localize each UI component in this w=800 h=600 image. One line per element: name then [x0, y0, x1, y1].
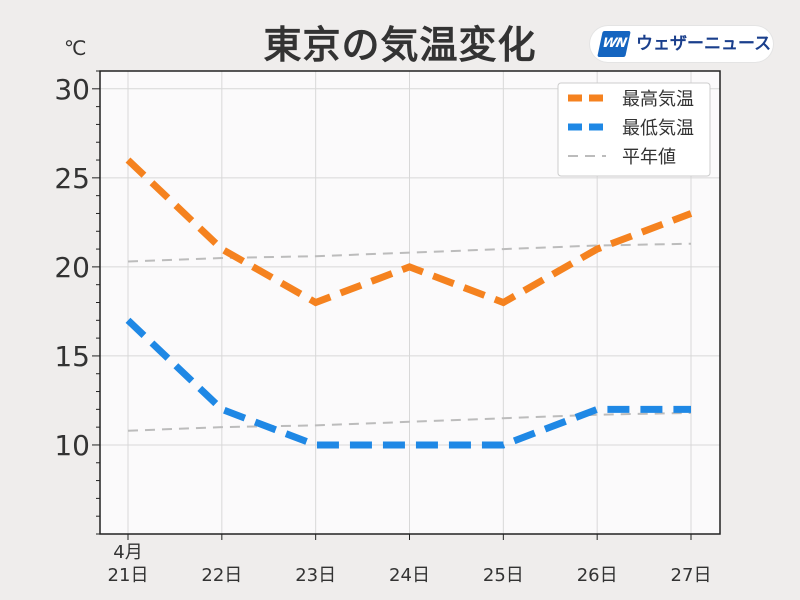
x-tick-label: 22日 — [201, 565, 242, 586]
legend-label: 最低気温 — [622, 118, 694, 139]
legend-label: 最高気温 — [622, 89, 694, 110]
x-tick-label: 25日 — [483, 565, 524, 586]
brand-logo: WN ウェザーニュース — [590, 26, 773, 62]
y-tick-label: 10 — [54, 429, 90, 462]
legend-label: 平年値 — [622, 147, 676, 168]
legend-box — [557, 82, 711, 177]
chart-title: 東京の気温変化 — [263, 23, 537, 67]
series-line — [125, 157, 693, 307]
x-tick-label: 23日 — [295, 565, 336, 586]
y-tick-label: 25 — [54, 162, 90, 195]
y-tick-label: 30 — [54, 73, 90, 106]
y-axis-unit: ℃ — [64, 36, 87, 60]
x-tick-label: 21日 — [108, 565, 149, 586]
x-month-label: 4月 — [113, 542, 142, 563]
y-tick-label: 20 — [54, 251, 90, 284]
brand-name: ウェザーニュース — [636, 34, 772, 54]
series-line — [127, 411, 692, 432]
x-tick-label: 27日 — [671, 565, 712, 586]
x-tick-label: 24日 — [389, 565, 430, 586]
series-line — [127, 242, 692, 263]
y-tick-label: 15 — [54, 340, 90, 373]
x-tick-label: 26日 — [577, 565, 618, 586]
